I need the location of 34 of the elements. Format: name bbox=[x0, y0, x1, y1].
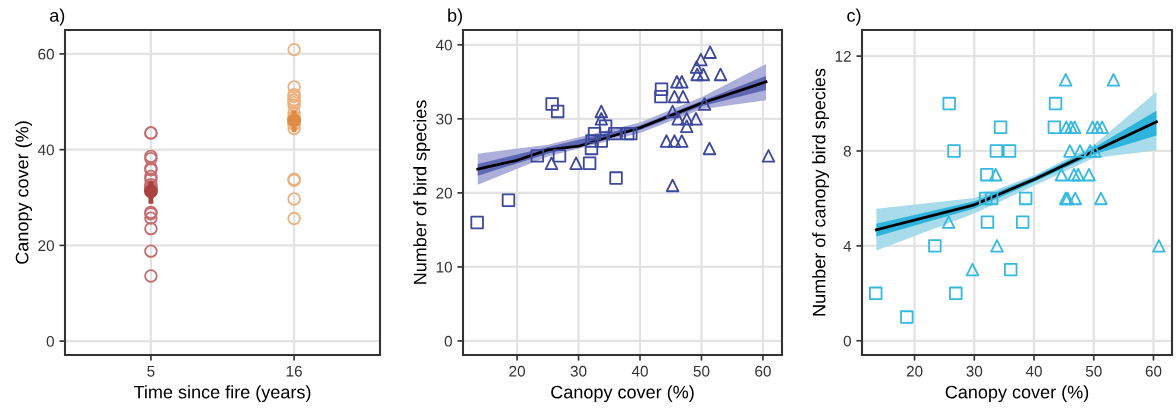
x-tick-label: 20 bbox=[906, 365, 923, 377]
y-tick-label: 20 bbox=[38, 240, 54, 252]
x-tick-label: 30 bbox=[570, 365, 587, 377]
y-tick-label: 4 bbox=[843, 240, 852, 252]
x-tick-label: 16 bbox=[286, 365, 302, 377]
y-tick-label: 8 bbox=[843, 145, 851, 157]
x-axis-title: Time since fire (years) bbox=[133, 385, 311, 403]
x-axis-title: Canopy cover (%) bbox=[945, 385, 1089, 403]
x-tick-label: 50 bbox=[1085, 365, 1102, 377]
y-tick-label: 30 bbox=[436, 113, 452, 125]
x-tick-label: 20 bbox=[509, 365, 525, 377]
y-tick-label: 0 bbox=[843, 335, 851, 347]
y-axis-title: Number of bird species bbox=[413, 100, 431, 284]
y-tick-label: 10 bbox=[436, 261, 452, 273]
y-axis-title: Number of canopy bird species bbox=[812, 68, 830, 316]
y-tick-label: 12 bbox=[835, 50, 851, 62]
y-tick-label: 0 bbox=[46, 335, 54, 347]
chart-title: b) bbox=[448, 8, 462, 26]
x-tick-label: 40 bbox=[1025, 365, 1042, 377]
x-axis-title: Canopy cover (%) bbox=[551, 385, 694, 403]
chart-title: a) bbox=[50, 8, 65, 26]
x-tick-label: 30 bbox=[966, 365, 983, 377]
y-axis-title: Canopy cover (%) bbox=[15, 121, 33, 264]
y-tick-label: 60 bbox=[38, 48, 54, 60]
x-tick-label: 50 bbox=[693, 365, 710, 377]
x-tick-label: 40 bbox=[631, 365, 648, 377]
y-tick-label: 20 bbox=[436, 187, 452, 199]
y-tick-label: 0 bbox=[444, 335, 452, 347]
chart-title: c) bbox=[847, 8, 861, 26]
x-tick-label: 5 bbox=[147, 365, 155, 377]
x-tick-label: 60 bbox=[755, 365, 771, 377]
x-tick-label: 60 bbox=[1145, 365, 1162, 377]
y-tick-label: 40 bbox=[37, 144, 54, 156]
y-tick-label: 40 bbox=[435, 39, 452, 51]
